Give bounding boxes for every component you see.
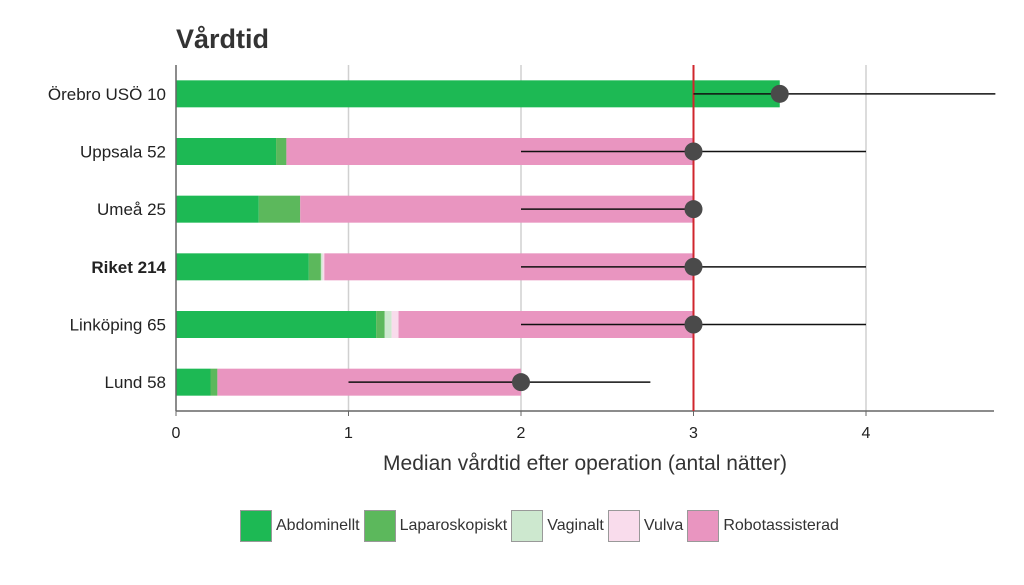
x-tick-label: 1: [344, 425, 353, 442]
legend-label: Vaginalt: [547, 517, 604, 534]
bar-segment-vulva: [322, 253, 325, 281]
bar-segment-abdominellt: [176, 311, 377, 338]
bar-segment-vaginalt: [384, 311, 392, 338]
bar-segment-vulva: [391, 311, 399, 338]
chart-title: Vårdtid: [176, 24, 270, 54]
bar-segment-laparoskopiskt: [276, 138, 287, 165]
legend-item-robotassisterad: Robotassisterad: [687, 510, 839, 542]
median-point: [512, 373, 530, 392]
legend-swatch: [687, 510, 720, 542]
bar-segment-laparoskopiskt: [376, 311, 385, 338]
legend: Abdominellt Laparoskopiskt Vaginalt Vulva Ro…: [240, 510, 843, 542]
legend-item-vaginalt: Vaginalt: [511, 510, 604, 542]
x-tick-label: 0: [172, 425, 181, 442]
legend-item-vulva: Vulva: [607, 510, 684, 542]
median-point: [684, 142, 703, 161]
category-label: Örebro USÖ 10: [48, 85, 166, 104]
category-label: Riket 214: [91, 258, 166, 277]
median-point: [684, 315, 703, 334]
legend-swatch: [607, 510, 640, 542]
x-axis-label: Median vårdtid efter operation (antal nä…: [383, 452, 787, 475]
legend-swatch: [363, 510, 396, 542]
legend-item-laparoskopiskt: Laparoskopiskt: [363, 510, 508, 542]
x-tick-label: 4: [862, 425, 871, 442]
bar-segment-abdominellt: [176, 80, 780, 108]
median-point: [770, 84, 789, 103]
category-label: Lund 58: [105, 373, 166, 392]
bar-segment-vaginalt: [320, 253, 323, 281]
category-label: Linköping 65: [70, 316, 166, 335]
x-tick-label: 2: [517, 425, 526, 442]
median-point: [684, 200, 703, 219]
bar-segment-laparoskopiskt: [258, 195, 301, 223]
x-tick-label: 3: [689, 425, 698, 442]
bar-segment-abdominellt: [176, 368, 211, 396]
legend-swatch: [511, 510, 544, 542]
legend-label: Robotassisterad: [723, 517, 839, 534]
bar-segment-laparoskopiskt: [210, 368, 218, 396]
bar-segment-abdominellt: [176, 195, 259, 223]
bar-segment-abdominellt: [176, 138, 277, 165]
legend-swatch: [240, 510, 272, 542]
legend-item-abdominellt: Abdominellt: [240, 510, 360, 542]
median-point: [684, 257, 703, 276]
bar-segment-laparoskopiskt: [308, 253, 321, 281]
category-label: Uppsala 52: [80, 143, 166, 162]
legend-label: Laparoskopiskt: [399, 517, 508, 534]
legend-label: Abdominellt: [276, 517, 360, 534]
legend-label: Vulva: [643, 517, 684, 534]
bar-segment-abdominellt: [176, 253, 309, 281]
category-label: Umeå 25: [97, 200, 166, 219]
